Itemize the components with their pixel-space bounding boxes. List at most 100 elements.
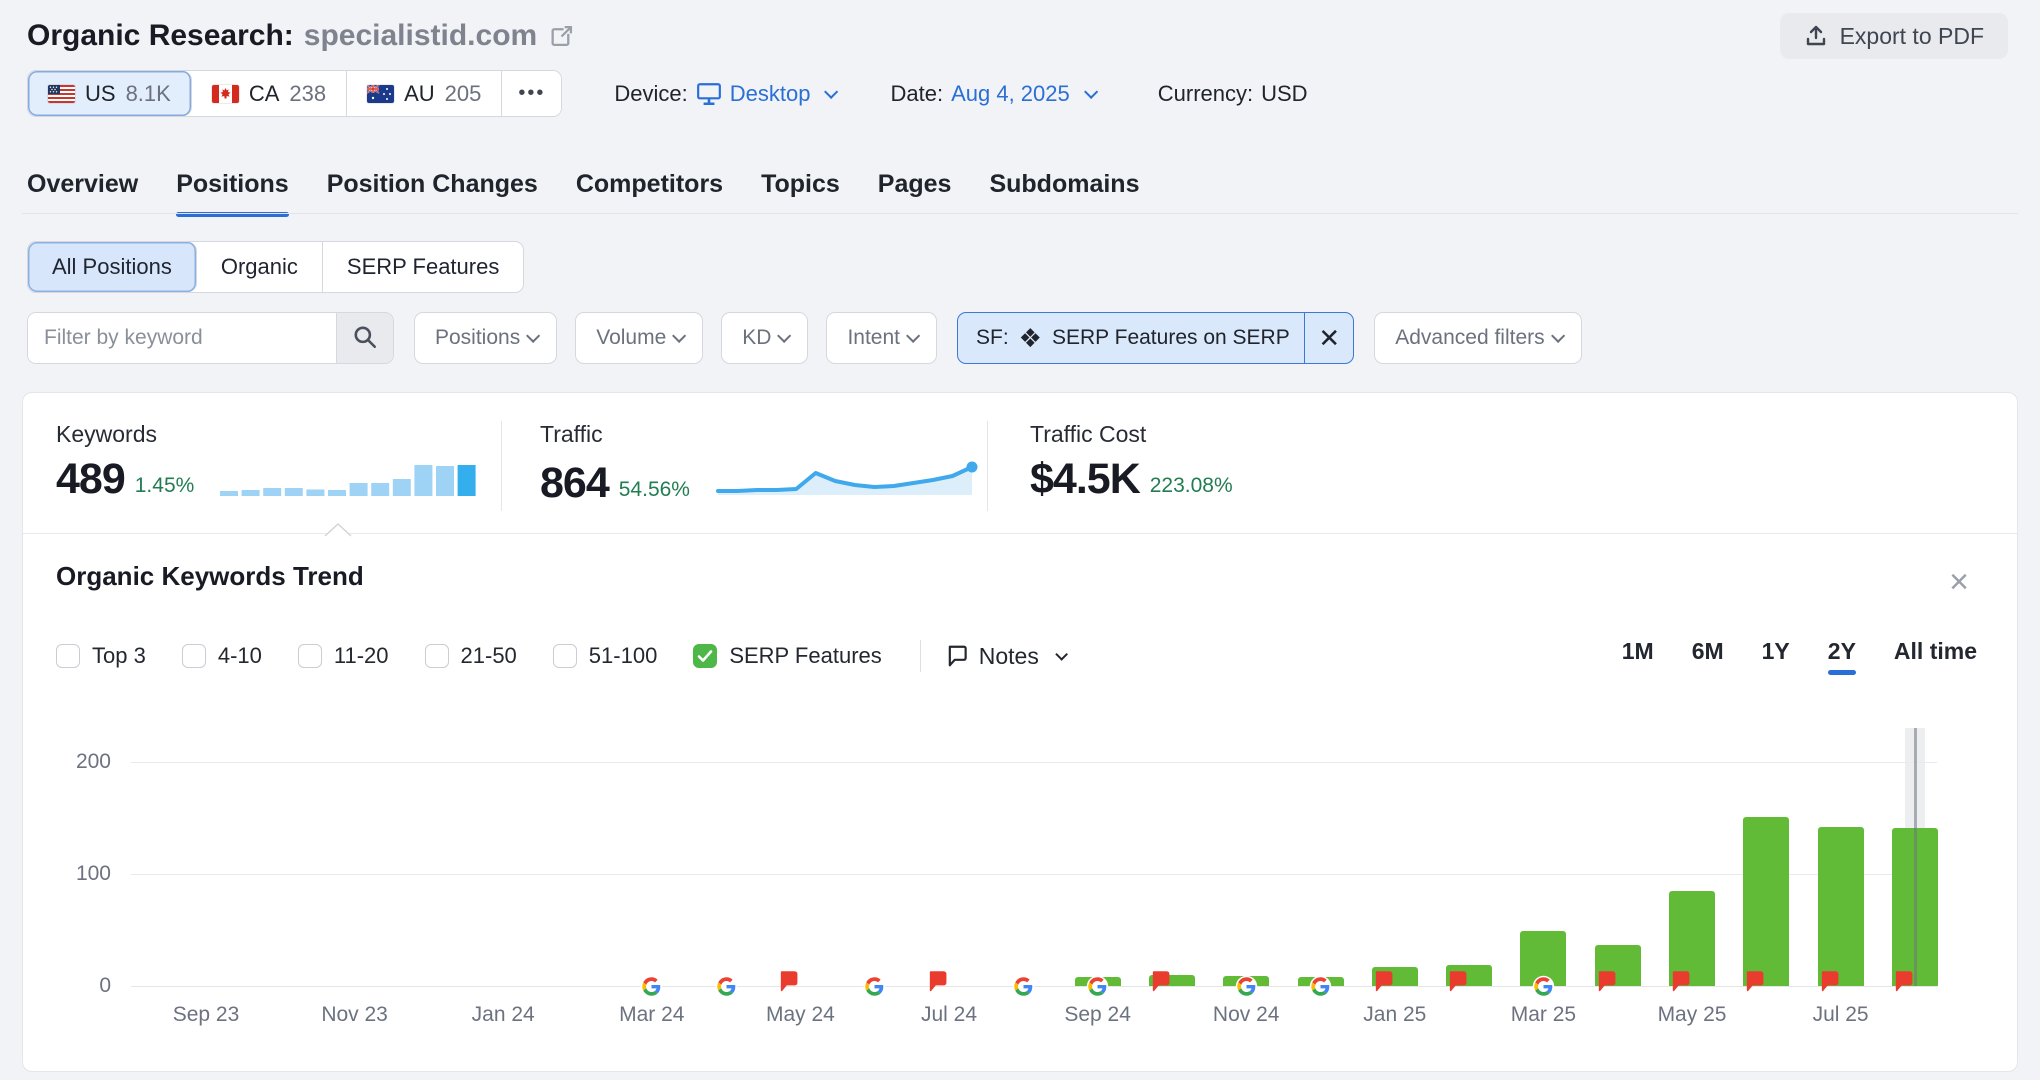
x-axis-tick: Jul 25 [1812, 1003, 1869, 1026]
google-update-icon[interactable] [863, 975, 886, 1003]
google-update-icon[interactable] [715, 975, 738, 1003]
analyzed-domain: specialistid.com [303, 19, 538, 52]
checkbox-box[interactable] [693, 644, 718, 668]
search-button[interactable] [336, 313, 393, 363]
range-1m[interactable]: 1M [1621, 637, 1654, 664]
checkbox-box[interactable] [56, 644, 80, 668]
range-all-time[interactable]: All time [1893, 637, 1977, 664]
country-tab-us[interactable]: US 8.1K [28, 71, 192, 116]
position-range-checkboxes: Top 3 4-10 11-20 21-50 51-100 SERP Features [56, 643, 918, 669]
tab-subdomains[interactable]: Subdomains [989, 170, 1140, 198]
close-icon[interactable]: × [1949, 563, 1969, 601]
tab-topics[interactable]: Topics [761, 170, 840, 198]
tab-pages[interactable]: Pages [877, 170, 952, 198]
segment-all-positions[interactable]: All Positions [28, 242, 197, 292]
au-flag-icon [367, 84, 395, 103]
x-axis-tick: Jan 25 [1363, 1003, 1427, 1026]
keyword-filter-input[interactable] [28, 313, 336, 363]
filter-dropdown-intent[interactable]: Intent [826, 312, 937, 364]
metric-label: Traffic [540, 421, 603, 447]
metric-keywords[interactable]: Keywords 489 1.45% [23, 393, 501, 533]
note-flag-icon[interactable] [1448, 969, 1469, 1000]
x-axis-tick: Nov 24 [1212, 1003, 1280, 1026]
note-flag-icon[interactable] [1671, 969, 1692, 1000]
note-flag-icon[interactable] [1894, 969, 1915, 1000]
trend-bar-jul-25[interactable] [1817, 826, 1864, 986]
country-tab-au[interactable]: AU 205 [347, 71, 503, 116]
y-axis-tick: 0 [99, 974, 111, 997]
sf-chip-prefix: SF: [976, 326, 1009, 349]
external-link-icon[interactable] [549, 24, 574, 49]
note-flag-icon [947, 644, 969, 668]
google-update-icon[interactable] [1012, 975, 1035, 1003]
checkbox-11-20[interactable]: 11-20 [297, 643, 389, 669]
date-label: Date: [890, 80, 944, 106]
google-update-icon[interactable] [1532, 975, 1555, 1003]
metric-change: 223.08% [1149, 474, 1233, 497]
range-6m[interactable]: 6M [1691, 637, 1724, 664]
google-update-icon[interactable] [640, 975, 663, 1003]
metric-traffic-cost[interactable]: Traffic Cost $4.5K 223.08% [988, 393, 2017, 533]
segment-organic[interactable]: Organic [197, 242, 323, 292]
advanced-filters-button[interactable]: Advanced filters [1374, 312, 1582, 364]
organic-keywords-trend-chart: 200 100 0 Sep 23 Nov 23 Jan 24 Mar 24 May 24 Jul… [23, 693, 2017, 1071]
trend-bar-oct-24[interactable] [1148, 974, 1195, 986]
metric-change: 54.56% [618, 478, 690, 501]
notes-toggle[interactable]: Notes [947, 643, 1068, 670]
country-tabs: US 8.1K CA 238 AU 205 ••• [27, 70, 563, 117]
note-flag-icon[interactable] [1374, 969, 1395, 1000]
range-2y[interactable]: 2Y [1827, 638, 1856, 675]
currency-indicator: Currency: USD [1158, 81, 1308, 107]
google-update-icon[interactable] [1235, 975, 1258, 1003]
checkbox-4-10[interactable]: 4-10 [181, 643, 262, 669]
checkbox-box[interactable] [297, 644, 322, 668]
device-selector[interactable]: Device: Desktop [614, 81, 839, 107]
tab-positions[interactable]: Positions [176, 170, 289, 217]
checkbox-label: 4-10 [217, 643, 262, 668]
country-tab-ca[interactable]: CA 238 [191, 71, 348, 116]
checkbox-51-100[interactable]: 51-100 [552, 643, 657, 669]
checkbox-serp-features[interactable]: SERP Features [693, 643, 882, 669]
segment-serp-features[interactable]: SERP Features [346, 254, 500, 279]
traffic-sparkline [715, 461, 978, 495]
chevron-down-icon [526, 328, 541, 343]
checkbox-box[interactable] [552, 644, 577, 668]
advanced-filters-label: Advanced filters [1395, 326, 1545, 349]
range-1y[interactable]: 1Y [1761, 637, 1790, 664]
filter-dropdown-positions[interactable]: Positions [414, 312, 558, 364]
trend-controls: Top 3 4-10 11-20 21-50 51-100 SERP Features N… [56, 637, 1977, 675]
chip-divider [1303, 313, 1306, 363]
tab-competitors[interactable]: Competitors [575, 170, 724, 198]
checkbox-box[interactable] [424, 644, 449, 668]
more-countries-button[interactable]: ••• [502, 71, 562, 116]
tab-overview[interactable]: Overview [27, 170, 139, 198]
highlighted-date-line [1913, 728, 1917, 986]
metric-traffic[interactable]: Traffic 864 54.56% [502, 393, 987, 533]
note-flag-icon[interactable] [1597, 969, 1618, 1000]
google-update-icon[interactable] [1309, 975, 1332, 1003]
checkbox-label: SERP Features [729, 643, 882, 668]
checkbox-top-3[interactable]: Top 3 [56, 643, 146, 669]
note-flag-icon[interactable] [928, 969, 949, 1000]
page-header: Organic Research: specialistid.com Expor… [27, 12, 2008, 60]
filter-dropdown-kd[interactable]: KD [721, 312, 809, 364]
trend-bar-may-25[interactable] [1669, 890, 1715, 986]
note-flag-icon[interactable] [1820, 969, 1841, 1000]
export-to-pdf-button[interactable]: Export to PDF [1779, 13, 2008, 59]
note-flag-icon[interactable] [779, 969, 800, 1000]
metric-divider [501, 421, 502, 511]
checkbox-box[interactable] [181, 644, 206, 668]
remove-filter-button[interactable]: ✕ [1318, 322, 1341, 353]
date-selector[interactable]: Date: Aug 4, 2025 [890, 80, 1098, 107]
google-update-icon[interactable] [1086, 975, 1109, 1003]
note-flag-icon[interactable] [1151, 969, 1172, 1000]
filter-dropdown-volume[interactable]: Volume [575, 312, 704, 364]
serp-features-icon: ❖ [1018, 322, 1042, 353]
note-flag-icon[interactable] [1745, 969, 1766, 1000]
keyword-filter [27, 312, 394, 364]
x-axis-tick: May 24 [765, 1003, 835, 1026]
tab-position-changes[interactable]: Position Changes [326, 170, 538, 198]
checkbox-21-50[interactable]: 21-50 [424, 643, 517, 669]
metric-divider [987, 421, 988, 511]
trend-bar-jun-25[interactable] [1743, 816, 1790, 986]
